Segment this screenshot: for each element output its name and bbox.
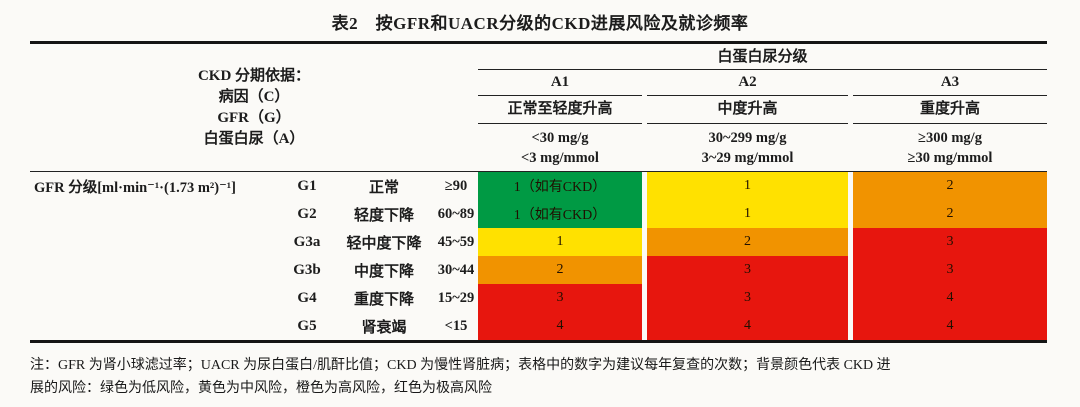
table-row-g3a: G3a 轻中度下降 45~59 1 2 3 — [30, 228, 1047, 256]
range-mg-g: 30~299 mg/g — [708, 130, 787, 146]
gfr-axis-spacer — [30, 228, 280, 256]
severity-label-a1: 正常至轻度升高 — [478, 96, 642, 124]
gfr-description: 中度下降 — [353, 263, 414, 280]
gfr-description: 轻中度下降 — [346, 235, 422, 252]
risk-cell-a2: 3 — [647, 256, 848, 284]
footnote: 注：GFR 为肾小球滤过率；UACR 为尿白蛋白/肌酐比值；CKD 为慢性肾脏病… — [30, 355, 1050, 400]
risk-cell-a3: 4 — [853, 284, 1047, 312]
gfr-axis-spacer — [30, 256, 280, 284]
range-label-a2: 30~299 mg/g 3~29 mg/mmol — [647, 124, 848, 171]
footnote-line: 注：GFR 为肾小球滤过率；UACR 为尿白蛋白/肌酐比值；CKD 为慢性肾脏病… — [30, 358, 891, 373]
gfr-description: 正常 — [368, 179, 399, 196]
gfr-range: 30~44 — [437, 261, 475, 278]
stage-basis-block: CKD 分期依据： 病因（C） GFR（G） 白蛋白尿（A） — [30, 44, 478, 171]
risk-cell-a1: 2 — [478, 256, 642, 284]
risk-cell-a3: 4 — [853, 312, 1047, 340]
gfr-grade: G3b — [293, 261, 321, 278]
risk-cell-a1: 1（如有CKD） — [478, 200, 642, 228]
albuminuria-header: 白蛋白尿分级 A1 A2 A3 正常至轻度升高 中度升高 重度升高 <30 mg… — [478, 44, 1047, 171]
gfr-axis-spacer — [30, 312, 280, 340]
gfr-range: 15~29 — [437, 289, 475, 306]
gfr-grade: G4 — [297, 289, 317, 306]
gfr-range: <15 — [444, 317, 468, 334]
gfr-axis-spacer — [30, 200, 280, 228]
risk-cell-a1: 1 — [478, 228, 642, 256]
severity-label-a2: 中度升高 — [647, 96, 848, 124]
column-header-a1: A1 — [478, 70, 642, 96]
risk-cell-a1: 1（如有CKD） — [478, 172, 642, 200]
gfr-grade: G3a — [293, 233, 321, 250]
table-row-g3b: G3b 中度下降 30~44 2 3 3 — [30, 256, 1047, 284]
stage-basis-line: 白蛋白尿（A） — [203, 130, 305, 147]
risk-cell-a3: 2 — [853, 200, 1047, 228]
header-divider — [30, 171, 1047, 172]
risk-cell-a2: 1 — [647, 172, 848, 200]
range-mg-mmol: <3 mg/mmol — [521, 150, 599, 166]
albuminuria-category-row: A1 A2 A3 — [478, 70, 1047, 96]
albuminuria-group-label: 白蛋白尿分级 — [478, 44, 1047, 70]
gfr-range: ≥90 — [444, 177, 468, 194]
risk-table: CKD 分期依据： 病因（C） GFR（G） 白蛋白尿（A） 白蛋白尿分级 A1… — [30, 41, 1047, 343]
stage-basis-line: 病因（C） — [218, 88, 290, 105]
range-mg-mmol: 3~29 mg/mmol — [701, 150, 794, 166]
gfr-description: 重度下降 — [353, 291, 414, 308]
range-mg-g: <30 mg/g — [531, 130, 589, 146]
footnote-line: 展的风险：绿色为低风险，黄色为中风险，橙色为高风险，红色为极高风险 — [30, 380, 492, 396]
severity-label-a3: 重度升高 — [853, 96, 1047, 124]
risk-cell-a2: 2 — [647, 228, 848, 256]
gfr-grade: G5 — [297, 317, 317, 334]
risk-cell-a2: 3 — [647, 284, 848, 312]
stage-basis-line: GFR（G） — [217, 109, 291, 126]
table-row-g2: G2 轻度下降 60~89 1（如有CKD） 1 2 — [30, 200, 1047, 228]
albuminuria-range-row: <30 mg/g <3 mg/mmol 30~299 mg/g 3~29 mg/… — [478, 124, 1047, 171]
table-row-g1: GFR 分级[ml·min⁻¹·(1.73 m²)⁻¹] G1 正常 ≥90 1… — [30, 172, 1047, 200]
risk-cell-a3: 3 — [853, 228, 1047, 256]
column-header-a3: A3 — [853, 70, 1047, 96]
table-title: 表2 按GFR和UACR分级的CKD进展风险及就诊频率 — [331, 14, 749, 33]
range-label-a1: <30 mg/g <3 mg/mmol — [478, 124, 642, 171]
table-row-g4: G4 重度下降 15~29 3 3 4 — [30, 284, 1047, 312]
range-label-a3: ≥300 mg/g ≥30 mg/mmol — [853, 124, 1047, 171]
risk-cell-a1: 4 — [478, 312, 642, 340]
range-mg-mmol: ≥30 mg/mmol — [907, 150, 993, 166]
albuminuria-severity-row: 正常至轻度升高 中度升高 重度升高 — [478, 96, 1047, 124]
gfr-grade: G1 — [297, 177, 317, 194]
gfr-axis-label: GFR 分级[ml·min⁻¹·(1.73 m²)⁻¹] — [34, 179, 236, 196]
stage-basis-line: CKD 分期依据： — [197, 67, 311, 84]
risk-cell-a1: 3 — [478, 284, 642, 312]
risk-cell-a2: 1 — [647, 200, 848, 228]
gfr-description: 轻度下降 — [353, 207, 414, 224]
gfr-axis-spacer — [30, 284, 280, 312]
gfr-range: 45~59 — [437, 233, 475, 250]
column-header-a2: A2 — [647, 70, 848, 96]
risk-cell-a3: 3 — [853, 256, 1047, 284]
gfr-range: 60~89 — [437, 205, 475, 222]
risk-cell-a3: 2 — [853, 172, 1047, 200]
range-mg-g: ≥300 mg/g — [918, 130, 982, 146]
risk-cell-a2: 4 — [647, 312, 848, 340]
table-header: CKD 分期依据： 病因（C） GFR（G） 白蛋白尿（A） 白蛋白尿分级 A1… — [30, 44, 1047, 171]
gfr-grade: G2 — [297, 205, 317, 222]
table-row-g5: G5 肾衰竭 <15 4 4 4 — [30, 312, 1047, 340]
gfr-description: 肾衰竭 — [361, 319, 407, 336]
